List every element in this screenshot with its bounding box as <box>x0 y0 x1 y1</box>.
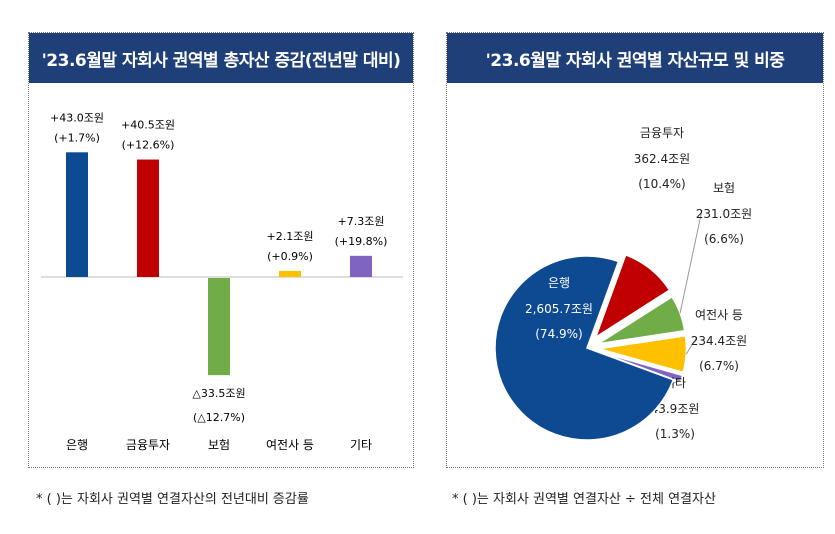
pie-chart: 금융투자 362.4조원 (10.4%) 보험 231.0조원 (6.6%) 여전사 등 23… <box>494 126 752 441</box>
category-label: 보험 <box>208 438 230 452</box>
bar-pct-label: (△12.7%) <box>193 411 245 424</box>
leader-line <box>679 209 703 314</box>
bar-pct-label: (+1.7%) <box>54 131 100 144</box>
pie-value-label: 362.4조원 <box>634 152 690 166</box>
bar-pct-label: (+12.6%) <box>122 139 175 152</box>
bar-chart: +43.0조원 (+1.7%) 은행 +40.5조원 (+12.6%) 금융투자 △33.5… <box>41 111 403 452</box>
pie-chart-footnote: * ( )는 자회사 권역별 연결자산 ÷ 전체 연결자산 <box>452 492 716 507</box>
pie-slice-0 <box>594 253 671 339</box>
pie-value-label: 43.9조원 <box>651 402 700 416</box>
pie-pct-label: (10.4%) <box>638 177 685 191</box>
pie-slice-1 <box>597 295 686 345</box>
pie-pct-label: (6.6%) <box>704 232 744 246</box>
category-label: 금융투자 <box>126 438 170 452</box>
bar-chart-footnote: * ( )는 자회사 권역별 연결자산의 전년대비 증감률 <box>36 492 309 507</box>
pie-slice-2 <box>598 334 688 374</box>
leader-line <box>685 336 698 355</box>
pie-value-label: 234.4조원 <box>691 334 747 348</box>
pie-chart-title: '23.6월말 자회사 권역별 자산규모 및 비중 <box>447 33 823 83</box>
pie-value-label: 231.0조원 <box>696 207 752 221</box>
bar-value-label: +7.3조원 <box>338 215 385 228</box>
bar-pct-label: (+0.9%) <box>267 250 313 263</box>
bar-value-label: +40.5조원 <box>121 119 175 132</box>
bar-4 <box>350 255 372 277</box>
pie-pct-label: (74.9%) <box>535 327 582 341</box>
bar-3 <box>279 270 301 277</box>
bar-0 <box>66 152 88 277</box>
bar-chart-panel: '23.6월말 자회사 권역별 총자산 증감(전년말 대비) +43.0조원 (+… <box>28 32 414 468</box>
category-label: 은행 <box>66 437 88 452</box>
bar-1 <box>137 159 159 277</box>
pie-category-label: 보험 <box>713 181 735 195</box>
pie-category-label: 은행 <box>548 275 570 290</box>
pie-chart-panel: '23.6월말 자회사 권역별 자산규모 및 비중 금융투자 362.4조원 (10… <box>446 32 824 468</box>
bar-2 <box>208 278 230 376</box>
bar-value-label: +43.0조원 <box>50 111 104 124</box>
bar-pct-label: (+19.8%) <box>335 235 388 248</box>
pie-value-label: 2,605.7조원 <box>525 302 593 316</box>
pie-category-label: 금융투자 <box>640 126 684 140</box>
bar-value-label: △33.5조원 <box>192 387 245 400</box>
pie-category-label: 여전사 등 <box>695 308 743 322</box>
bar-value-label: +2.1조원 <box>267 230 314 243</box>
category-label: 여전사 등 <box>266 438 314 452</box>
category-label: 기타 <box>350 438 372 452</box>
pie-slice-4 <box>494 255 675 441</box>
pie-pct-label: (6.7%) <box>699 359 739 373</box>
pie-pct-label: (1.3%) <box>655 427 695 441</box>
bar-chart-title: '23.6월말 자회사 권역별 총자산 증감(전년말 대비) <box>29 33 413 83</box>
